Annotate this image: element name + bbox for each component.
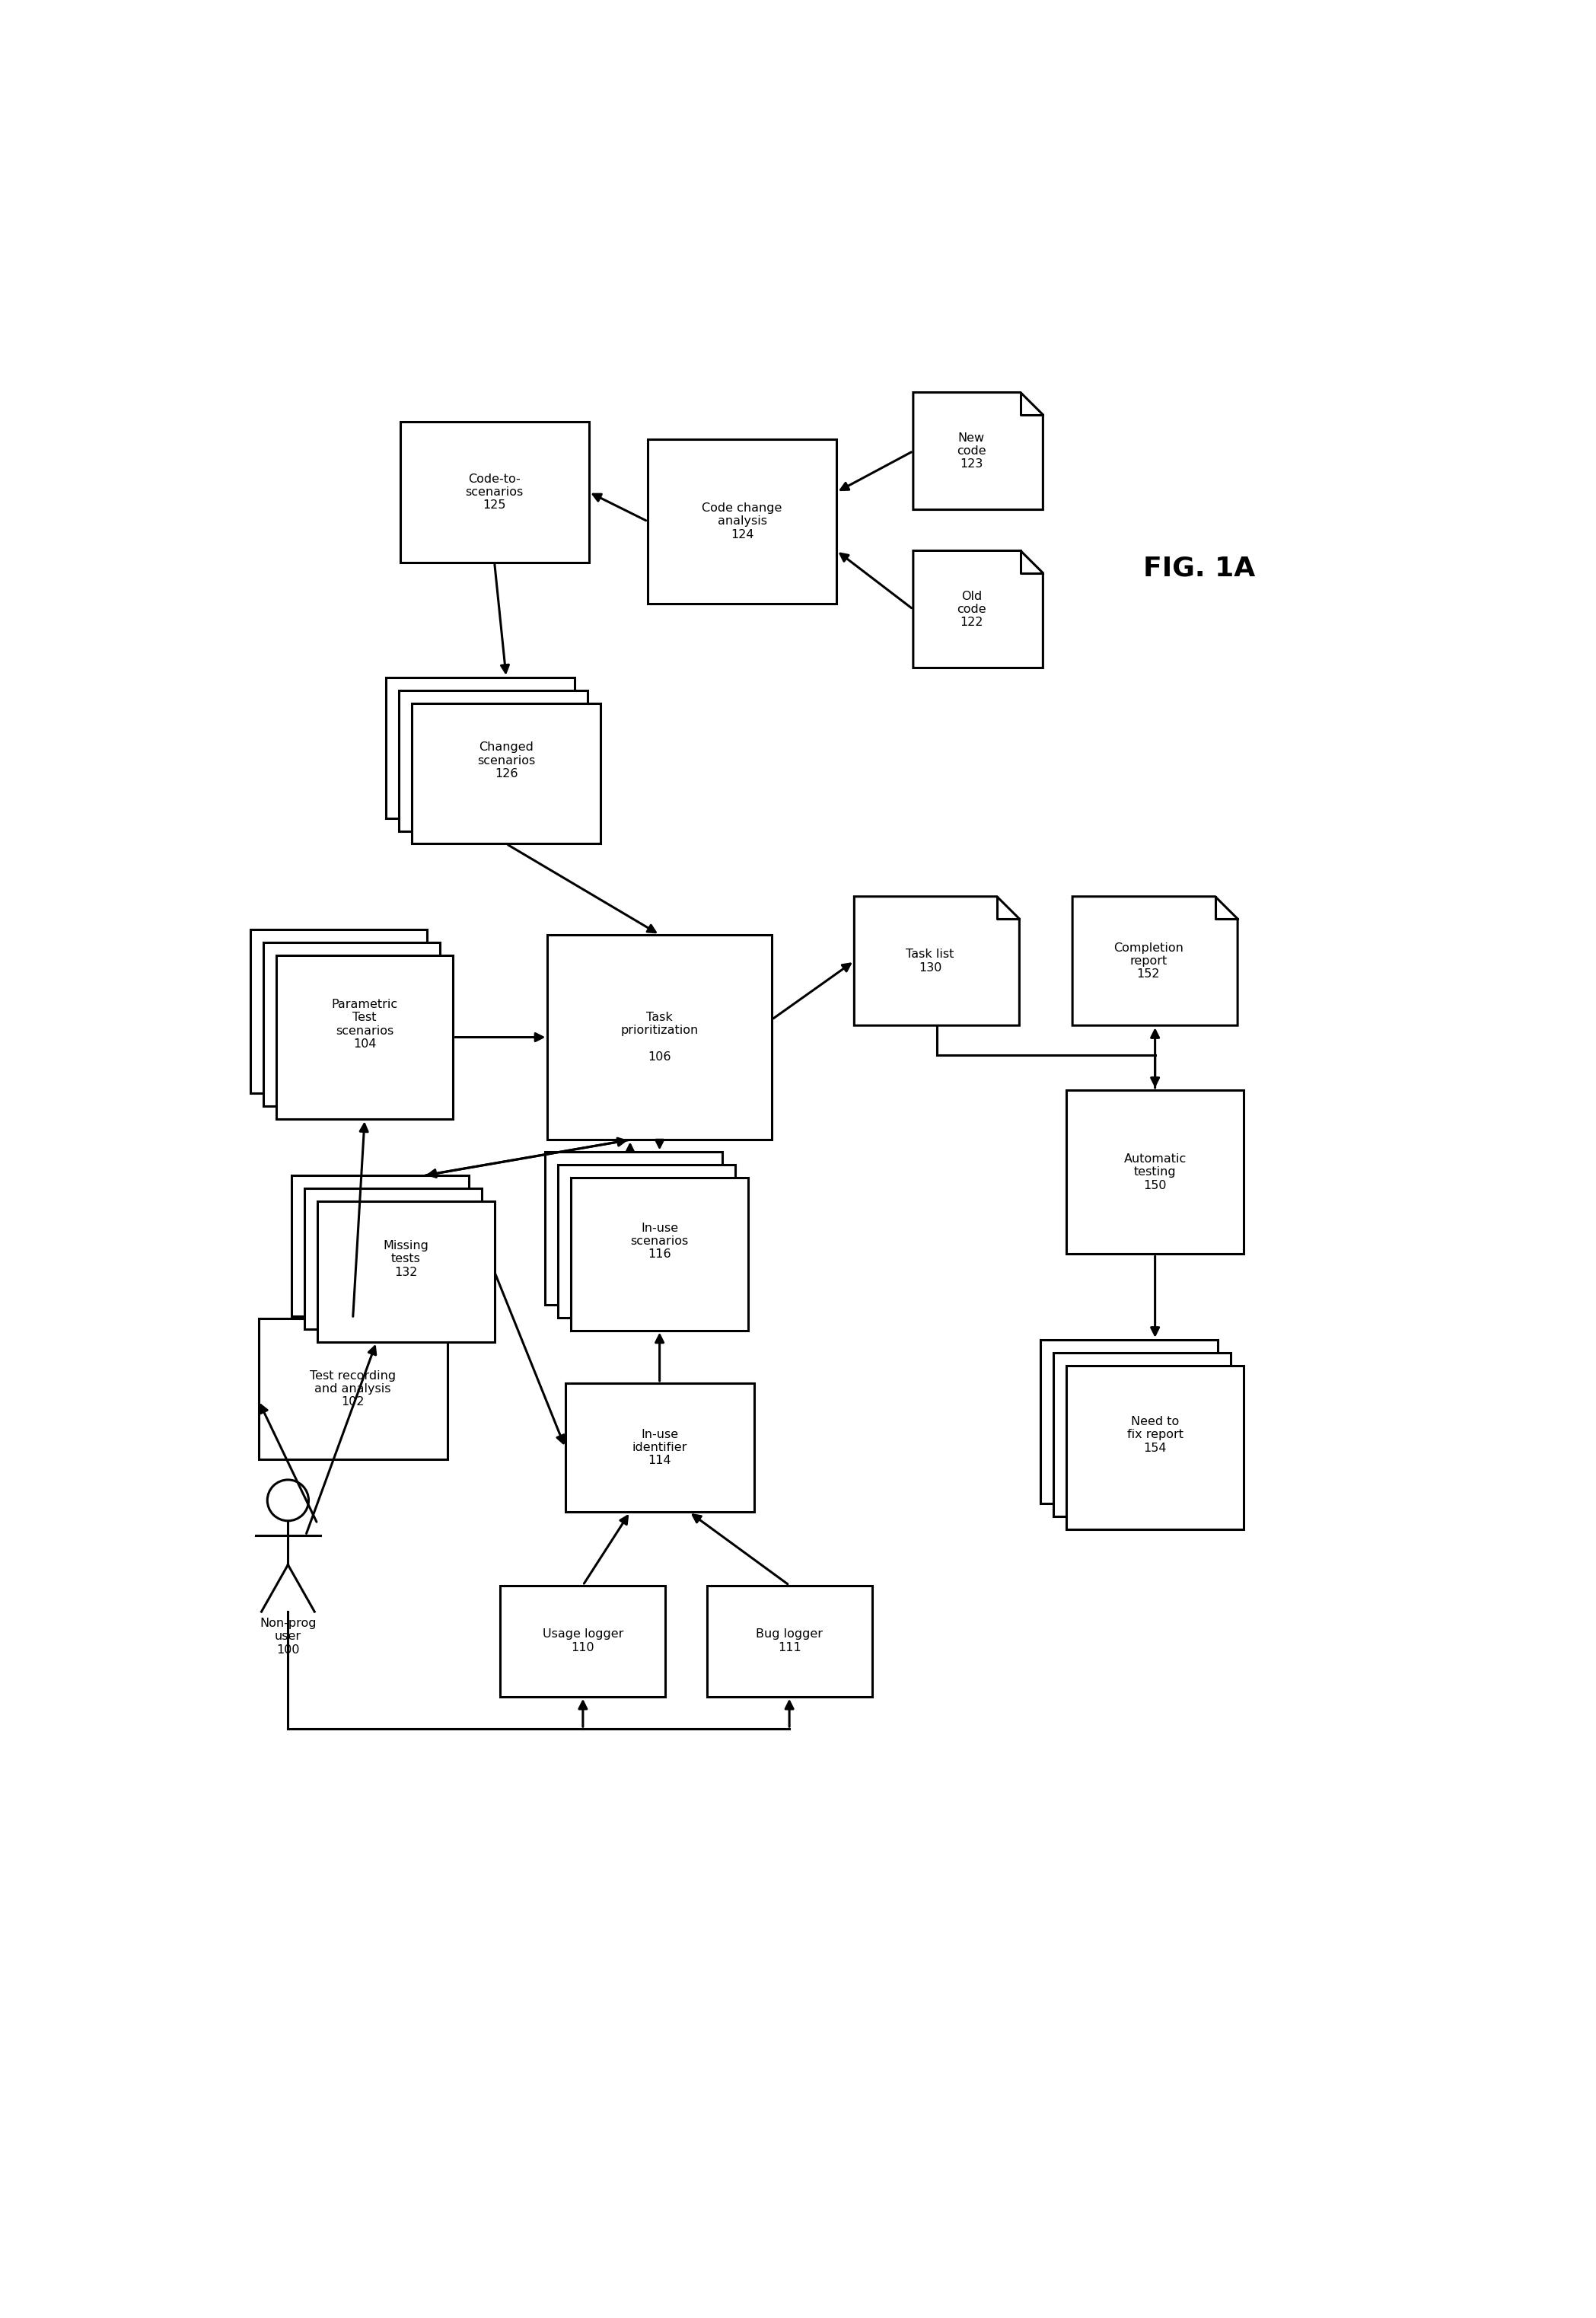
Bar <box>263 943 440 1106</box>
Text: Code change
analysis
124: Code change analysis 124 <box>702 503 782 540</box>
Text: Non-prog
user
100: Non-prog user 100 <box>260 1618 316 1655</box>
Bar <box>546 1152 721 1305</box>
Text: New
code
123: New code 123 <box>956 431 986 471</box>
Polygon shape <box>913 392 1042 510</box>
Text: Bug logger
111: Bug logger 111 <box>757 1630 824 1653</box>
Bar <box>559 1166 736 1317</box>
Bar <box>1066 1365 1243 1530</box>
Text: Usage logger
110: Usage logger 110 <box>543 1630 624 1653</box>
Text: Old
code
122: Old code 122 <box>956 591 986 628</box>
Text: Task list
130: Task list 130 <box>907 948 954 974</box>
Text: Parametric
Test
scenarios
104: Parametric Test scenarios 104 <box>332 999 397 1050</box>
Bar <box>571 1178 749 1331</box>
Text: Test recording
and analysis
102: Test recording and analysis 102 <box>310 1370 396 1407</box>
Text: Need to
fix report
154: Need to fix report 154 <box>1127 1416 1183 1453</box>
Text: Code-to-
scenarios
125: Code-to- scenarios 125 <box>466 473 523 510</box>
Bar <box>276 955 453 1120</box>
Bar <box>1066 1089 1243 1254</box>
Bar <box>565 1384 753 1511</box>
Text: Task
prioritization

106: Task prioritization 106 <box>621 1011 699 1064</box>
Text: FIG. 1A: FIG. 1A <box>1143 556 1256 582</box>
Bar <box>401 422 589 563</box>
Polygon shape <box>1073 897 1237 1025</box>
Bar <box>318 1201 495 1342</box>
Polygon shape <box>854 897 1020 1025</box>
Text: Automatic
testing
150: Automatic testing 150 <box>1124 1152 1186 1191</box>
Bar <box>707 1586 871 1697</box>
Bar <box>292 1175 469 1317</box>
Bar <box>547 934 771 1140</box>
Text: In-use
identifier
114: In-use identifier 114 <box>632 1428 688 1467</box>
Bar <box>386 677 575 818</box>
Text: Changed
scenarios
126: Changed scenarios 126 <box>477 742 535 779</box>
Bar <box>399 691 587 830</box>
Bar <box>259 1319 447 1460</box>
Text: In-use
scenarios
116: In-use scenarios 116 <box>630 1222 688 1261</box>
Bar <box>305 1189 482 1328</box>
Bar <box>1041 1340 1218 1504</box>
Text: Missing
tests
132: Missing tests 132 <box>383 1240 429 1277</box>
Bar <box>500 1586 666 1697</box>
Bar <box>1053 1354 1231 1516</box>
Bar <box>251 930 428 1094</box>
Bar <box>648 440 836 603</box>
Polygon shape <box>913 552 1042 668</box>
Text: Completion
report
152: Completion report 152 <box>1114 941 1183 981</box>
Bar <box>412 702 600 844</box>
